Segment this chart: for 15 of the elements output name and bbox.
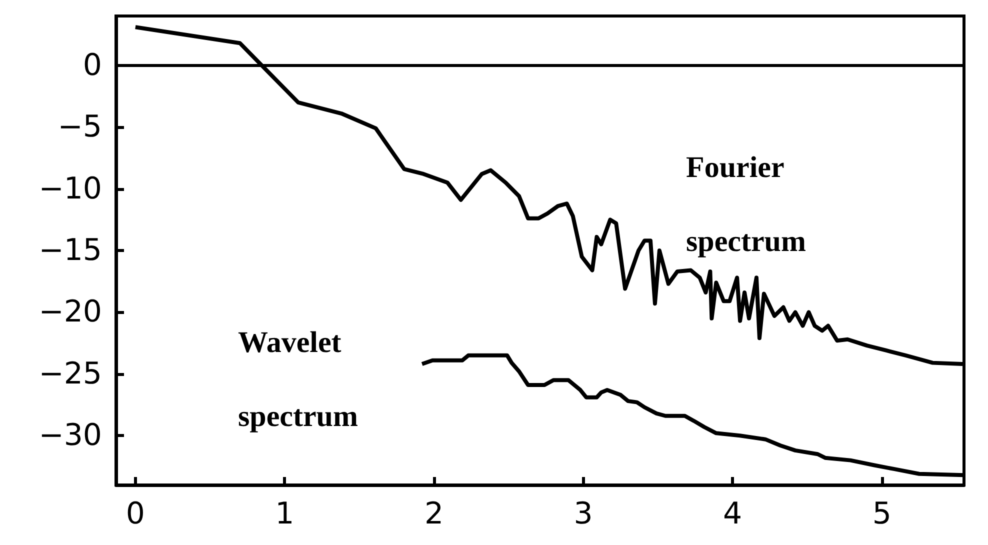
text: Wavelet spectrum <box>238 326 358 433</box>
x-tick-label: 2 <box>424 496 444 532</box>
y-tick-label: −20 <box>38 294 102 330</box>
y-tick-label: −25 <box>38 356 102 392</box>
text: Fourier spectrum <box>686 151 806 258</box>
y-tick-label: −15 <box>38 233 102 268</box>
y-tick-label: 0 <box>82 48 102 83</box>
y-tick-label: −10 <box>38 171 102 206</box>
x-tick-label: 0 <box>126 496 145 532</box>
x-tick-label: 4 <box>723 496 742 532</box>
x-tick-label: 3 <box>574 496 593 532</box>
y-tick-label: −30 <box>38 418 102 454</box>
x-tick-label: 5 <box>872 496 892 532</box>
x-tick-label: 1 <box>275 496 294 532</box>
y-tick-label: −5 <box>58 110 102 145</box>
